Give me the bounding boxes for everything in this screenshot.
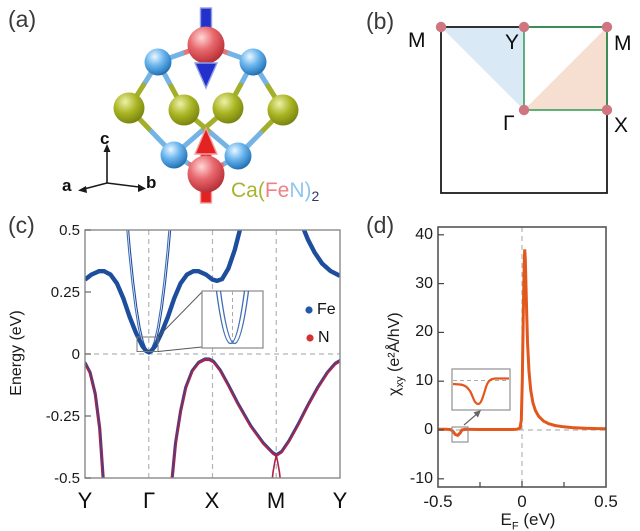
axis-c-arrowhead bbox=[103, 144, 111, 152]
dxtick-0_5: 0.5 bbox=[594, 492, 618, 511]
brillouin-zone-drawing bbox=[435, 21, 613, 194]
axis-a-arrowhead bbox=[78, 186, 87, 193]
m-crossing-right bbox=[275, 455, 281, 478]
legend-n-label: N bbox=[318, 329, 330, 346]
atom-ca-far-left bbox=[113, 92, 145, 124]
ytick-m0_25: -0.25 bbox=[45, 408, 80, 425]
ytick-0: 0 bbox=[71, 346, 80, 363]
axis-b-arrowhead bbox=[138, 184, 146, 192]
bz-point-m-top-right: M bbox=[614, 32, 632, 55]
atom-n-lower-right bbox=[224, 142, 252, 170]
bz-point-x: X bbox=[614, 114, 629, 137]
bz-high-symmetry-dots bbox=[435, 21, 613, 116]
dxtick-m0_5: -0.5 bbox=[423, 492, 453, 511]
bz-point-gamma: Γ bbox=[503, 112, 515, 135]
xtick-m: M bbox=[266, 488, 286, 513]
dip-marker-box bbox=[451, 426, 469, 443]
atom-n-upper-left bbox=[144, 48, 172, 76]
inset-box-d bbox=[451, 368, 511, 411]
dxtick-0: 0 bbox=[517, 492, 527, 511]
ef-units: (eV) bbox=[518, 510, 556, 529]
formula-fe: Fe bbox=[264, 179, 290, 202]
chi-plot bbox=[437, 226, 607, 488]
inset-dip-curve bbox=[452, 377, 509, 406]
atom-fe-bottom bbox=[187, 155, 225, 193]
dtick-0: 0 bbox=[424, 421, 433, 438]
compound-formula: Ca(FeN)2 bbox=[231, 179, 319, 204]
n-valence-band-left bbox=[85, 361, 105, 478]
inset-connector-upper bbox=[157, 291, 203, 338]
panel-b-label: (b) bbox=[366, 8, 395, 34]
dtick-30: 30 bbox=[415, 275, 433, 292]
xtick-gamma: Γ bbox=[142, 488, 156, 513]
xtick-y1: Y bbox=[77, 488, 93, 513]
legend-n-dot bbox=[306, 334, 314, 342]
bz-triangle-peach bbox=[524, 27, 607, 110]
m-crossing-left bbox=[271, 455, 278, 478]
gridlines bbox=[85, 230, 340, 478]
chi-xy-curve bbox=[438, 249, 606, 438]
x-axis-label-d: EF (eV) bbox=[478, 510, 578, 531]
crystal-axes bbox=[83, 151, 140, 190]
atom-n-lower-left bbox=[160, 141, 188, 169]
panel-b: (b) M Y M Γ X bbox=[360, 0, 640, 210]
axis-ticks-d bbox=[438, 234, 565, 487]
crystal-structure-drawing bbox=[78, 7, 299, 204]
atom-ca-mid-left bbox=[168, 94, 200, 126]
inset-arrowhead bbox=[473, 410, 481, 418]
bz-point-m-top-left: M bbox=[408, 29, 426, 52]
axis-a-label: a bbox=[62, 176, 72, 195]
blue-moment-arrowhead-down bbox=[193, 62, 219, 90]
n-band-blue-edge-left bbox=[85, 360, 104, 478]
band-structure-plot bbox=[84, 229, 341, 479]
y-axis-ticks-c bbox=[85, 229, 91, 479]
dtick-10: 10 bbox=[415, 372, 433, 389]
xtick-x: X bbox=[204, 488, 220, 513]
atom-n-upper-right bbox=[239, 48, 267, 76]
ytick-0_25: 0.25 bbox=[50, 284, 80, 301]
ytick-0_5: 0.5 bbox=[59, 222, 80, 239]
y-axis-label-d: χxy (e²Å/hV) bbox=[386, 269, 406, 439]
zoom-source-box-c bbox=[136, 336, 159, 352]
formula-ca: Ca( bbox=[231, 179, 265, 202]
n-valence-band-main bbox=[170, 357, 340, 478]
inset-split-parabolas bbox=[215, 291, 250, 344]
ef-symbol: E bbox=[500, 510, 512, 529]
atom-ca-far-right bbox=[267, 94, 299, 126]
panel-a-label: (a) bbox=[8, 6, 37, 32]
dtick-40: 40 bbox=[415, 226, 433, 243]
y-axis-label-c: Energy (eV) bbox=[8, 310, 25, 396]
legend-fe-dot bbox=[305, 306, 313, 314]
axis-b-label: b bbox=[146, 173, 157, 192]
dtick-20: 20 bbox=[415, 323, 433, 340]
panel-c: (c) Energy (eV) 0.5 0.25 0 -0.25 -0.5 Y … bbox=[0, 210, 360, 531]
ef-subscript: F bbox=[511, 520, 519, 531]
legend-fe-label: Fe bbox=[317, 301, 336, 318]
panel-d: (d) χxy (e²Å/hV) 40 30 20 10 0 -10 -0.5 … bbox=[360, 210, 640, 531]
ytick-m0_5: -0.5 bbox=[54, 470, 80, 487]
inset-arrow-line bbox=[463, 412, 479, 426]
n-band-blue-edge-main bbox=[171, 357, 340, 478]
formula-subscript: 2 bbox=[311, 188, 320, 204]
red-moment-arrowhead-up bbox=[193, 126, 219, 155]
fe-conduction-band-my bbox=[301, 230, 340, 278]
atom-fe-top bbox=[187, 26, 225, 64]
bz-triangle-blue bbox=[441, 27, 524, 110]
inset-connector-lower bbox=[157, 346, 203, 352]
bz-quadrant-green bbox=[523, 26, 608, 111]
chi-units: (e²Å/hV) bbox=[385, 312, 403, 377]
chi-curve-group bbox=[438, 249, 606, 438]
panel-a: (a) c a b Ca(FeN)2 bbox=[0, 0, 360, 210]
axis-c-label: c bbox=[100, 129, 110, 148]
formula-n: N) bbox=[289, 179, 312, 202]
panel-d-label: (d) bbox=[366, 212, 395, 238]
atom-ca-mid-right bbox=[212, 92, 244, 124]
dtick-m10: -10 bbox=[409, 470, 433, 487]
xtick-y2: Y bbox=[332, 488, 348, 513]
bz-point-y: Y bbox=[505, 31, 520, 54]
panel-c-label: (c) bbox=[8, 212, 35, 238]
